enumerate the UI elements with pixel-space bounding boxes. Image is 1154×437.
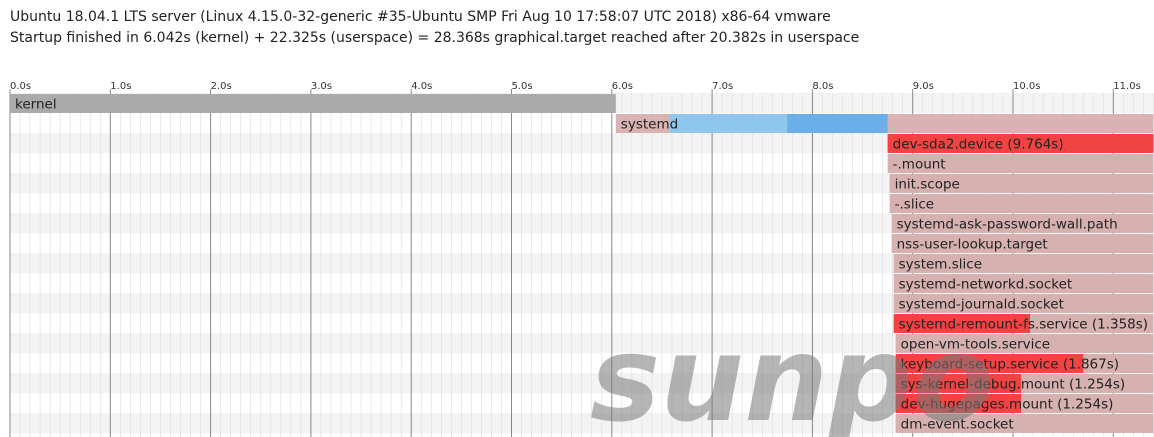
row-label: dev-hugepages.mount (1.254s) bbox=[901, 397, 1114, 413]
unit-bar bbox=[893, 254, 1154, 273]
row-label: systemd bbox=[621, 117, 678, 133]
chart-bars bbox=[10, 94, 1154, 433]
unit-active-bar bbox=[895, 394, 1022, 413]
x-tick-label: 6.0s bbox=[612, 81, 633, 92]
unit-bar bbox=[893, 274, 1154, 293]
watermark-text: sunpo bbox=[590, 310, 994, 437]
startup-summary-line: Startup finished in 6.042s (kernel) + 22… bbox=[10, 30, 860, 46]
row-label: open-vm-tools.service bbox=[901, 337, 1050, 353]
x-tick-label: 2.0s bbox=[211, 81, 232, 92]
x-tick-label: 5.0s bbox=[512, 81, 533, 92]
watermark: sunpo bbox=[590, 310, 994, 437]
x-tick-label: 8.0s bbox=[812, 81, 833, 92]
x-tick-label: 1.0s bbox=[110, 81, 131, 92]
unit-bar bbox=[891, 234, 1154, 253]
x-tick-label: 7.0s bbox=[712, 81, 733, 92]
unit-active-bar bbox=[895, 374, 1022, 393]
row-label: -.slice bbox=[895, 197, 934, 213]
unit-active-bar bbox=[887, 134, 1154, 153]
unit-bar bbox=[889, 194, 1154, 213]
unit-active-bar bbox=[893, 314, 1031, 333]
row-label: dev-sda2.device (9.764s) bbox=[893, 137, 1064, 153]
unit-bar bbox=[895, 334, 1154, 353]
x-tick-label: 0.0s bbox=[10, 81, 31, 92]
systemd-active-bar bbox=[787, 114, 888, 133]
x-axis-ticks: 0.0s 1.0s 2.0s 3.0s 4.0s 5.0s 6.0s 7.0s 8.0s 9.0s… bbox=[10, 81, 1141, 92]
x-tick-label: 3.0s bbox=[311, 81, 332, 92]
kernel-bar bbox=[10, 94, 616, 113]
row-label: init.scope bbox=[895, 177, 960, 193]
unit-bar bbox=[889, 174, 1154, 193]
unit-active-bar bbox=[895, 354, 1084, 373]
row-label: nss-user-lookup.target bbox=[897, 237, 1048, 253]
unit-bar bbox=[895, 414, 1154, 433]
boot-info-line: Ubuntu 18.04.1 LTS server (Linux 4.15.0-… bbox=[10, 9, 831, 25]
unit-bar bbox=[891, 214, 1154, 233]
x-tick-label: 11.0s bbox=[1113, 81, 1140, 92]
x-tick-label: 4.0s bbox=[411, 81, 432, 92]
row-label: systemd-networkd.socket bbox=[899, 277, 1073, 293]
row-label: keyboard-setup.service (1.867s) bbox=[901, 357, 1119, 373]
row-label: systemd-ask-password-wall.path bbox=[897, 217, 1118, 233]
unit-bar bbox=[887, 154, 1154, 173]
row-label: system.slice bbox=[899, 257, 982, 273]
row-label: kernel bbox=[15, 97, 57, 113]
unit-bar bbox=[893, 294, 1154, 313]
chart-labels: kernel systemd dev-sda2.device (9.764s) -.m… bbox=[15, 97, 1148, 433]
row-label: -.mount bbox=[893, 157, 946, 173]
row-label: systemd-journald.socket bbox=[899, 297, 1064, 313]
x-tick-label: 9.0s bbox=[913, 81, 934, 92]
row-label: systemd-remount-fs.service (1.358s) bbox=[899, 317, 1148, 333]
row-label: dm-event.socket bbox=[901, 417, 1014, 433]
x-tick-label: 10.0s bbox=[1013, 81, 1040, 92]
systemd-activating-bar bbox=[669, 114, 788, 133]
row-label: sys-kernel-debug.mount (1.254s) bbox=[901, 377, 1126, 393]
